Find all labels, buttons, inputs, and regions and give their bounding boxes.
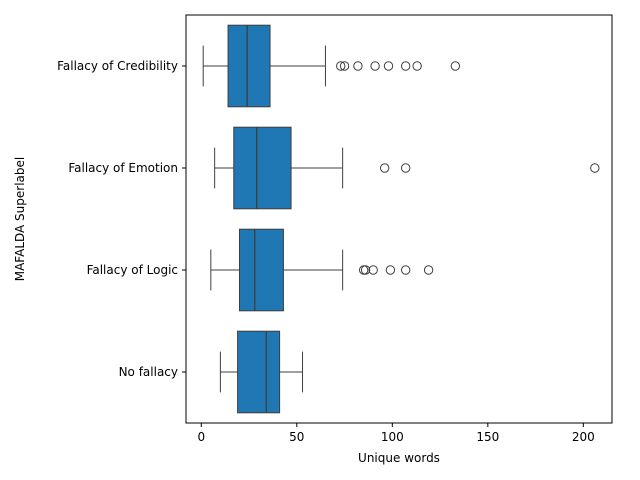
outlier-point (590, 163, 600, 173)
outlier-point (339, 61, 350, 71)
outlier-point (423, 265, 434, 275)
outlier-point (379, 163, 390, 173)
x-tick-label: 50 (289, 430, 304, 444)
outlier-point (412, 61, 422, 71)
iqr-box (227, 24, 271, 108)
outlier-point (353, 61, 363, 71)
iqr-box (233, 126, 292, 210)
outlier-point (400, 265, 411, 275)
outlier-point (336, 61, 346, 71)
y-tick-label: No fallacy (119, 365, 178, 379)
x-tick-label: 150 (476, 430, 499, 444)
outlier-point (370, 61, 380, 71)
y-tick-label: Fallacy of Logic (87, 263, 178, 277)
outlier-point (385, 265, 396, 275)
chart-marks: 0 50 100 150 200 Fallacy of Credibility Fallac… (57, 24, 600, 444)
y-tick-label: Fallacy of Credibility (57, 59, 178, 73)
y-axis-label: MAFALDA Superlabel (13, 157, 27, 282)
y-tick-label: Fallacy of Emotion (68, 161, 178, 175)
x-tick-label: 100 (381, 430, 404, 444)
x-tick-label: 0 (197, 430, 205, 444)
outlier-point (450, 61, 461, 71)
outlier-point (383, 61, 394, 71)
iqr-box (237, 330, 281, 414)
outlier-point (400, 61, 411, 71)
outlier-point (358, 265, 369, 275)
x-axis-label: Unique words (358, 451, 440, 465)
outlier-point (360, 265, 371, 275)
plot-frame (185, 14, 613, 424)
iqr-box (238, 228, 284, 312)
x-tick-label: 200 (572, 430, 595, 444)
outlier-point (400, 163, 411, 173)
outlier-point (368, 265, 378, 275)
